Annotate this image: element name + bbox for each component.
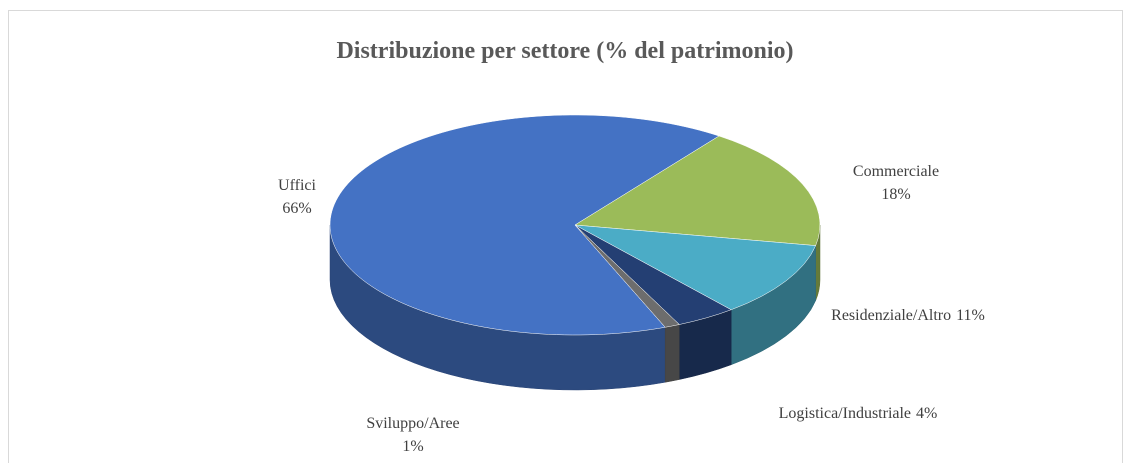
data-label: Commerciale 18% bbox=[853, 163, 939, 203]
data-label: Uffici 66% bbox=[278, 177, 316, 217]
slice bbox=[574, 135, 821, 246]
category-label: Residenziale/Altro bbox=[831, 307, 951, 324]
chart-frame bbox=[8, 10, 1123, 463]
category-label: Commerciale bbox=[853, 163, 939, 180]
slice bbox=[574, 224, 817, 311]
category-label: Sviluppo/Aree bbox=[366, 415, 459, 432]
chart-title: Distribuzione per settore (% del patrimo… bbox=[336, 38, 793, 64]
data-label: Logistica/Industriale 4% bbox=[779, 405, 938, 422]
category-label: Logistica/Industriale bbox=[779, 405, 911, 422]
value-label: 1% bbox=[402, 438, 423, 455]
value-label: 18% bbox=[881, 186, 910, 203]
value-label: 66% bbox=[282, 200, 311, 217]
value-label: 4% bbox=[916, 405, 937, 422]
data-label: Sviluppo/Aree 1% bbox=[366, 415, 459, 455]
category-label: Uffici bbox=[278, 177, 316, 194]
data-label: Residenziale/Altro 11% bbox=[831, 307, 985, 324]
slice bbox=[574, 224, 680, 328]
slice-side bbox=[664, 324, 680, 383]
slice bbox=[329, 114, 720, 336]
value-label: 11% bbox=[956, 307, 985, 324]
